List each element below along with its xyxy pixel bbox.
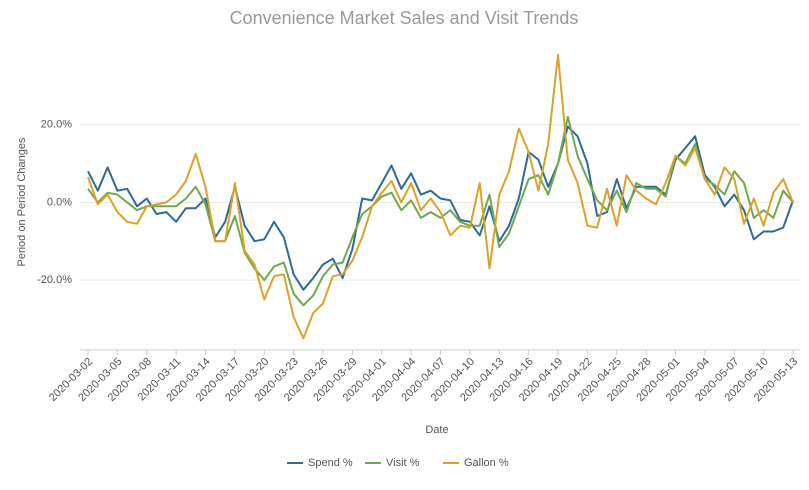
y-tick-label: 20.0% xyxy=(41,119,72,131)
y-axis-title: Period on Period Changes xyxy=(16,137,28,267)
y-tick-label: 0.0% xyxy=(47,196,72,208)
legend-label: Gallon % xyxy=(464,457,509,469)
series-line xyxy=(87,53,794,340)
legend-label: Spend % xyxy=(308,457,353,469)
series-line xyxy=(87,125,794,291)
legend-label: Visit % xyxy=(386,457,420,469)
y-tick-label: -20.0% xyxy=(37,274,72,286)
x-axis-title: Date xyxy=(425,424,448,436)
chart-title: Convenience Market Sales and Visit Trend… xyxy=(230,8,579,28)
